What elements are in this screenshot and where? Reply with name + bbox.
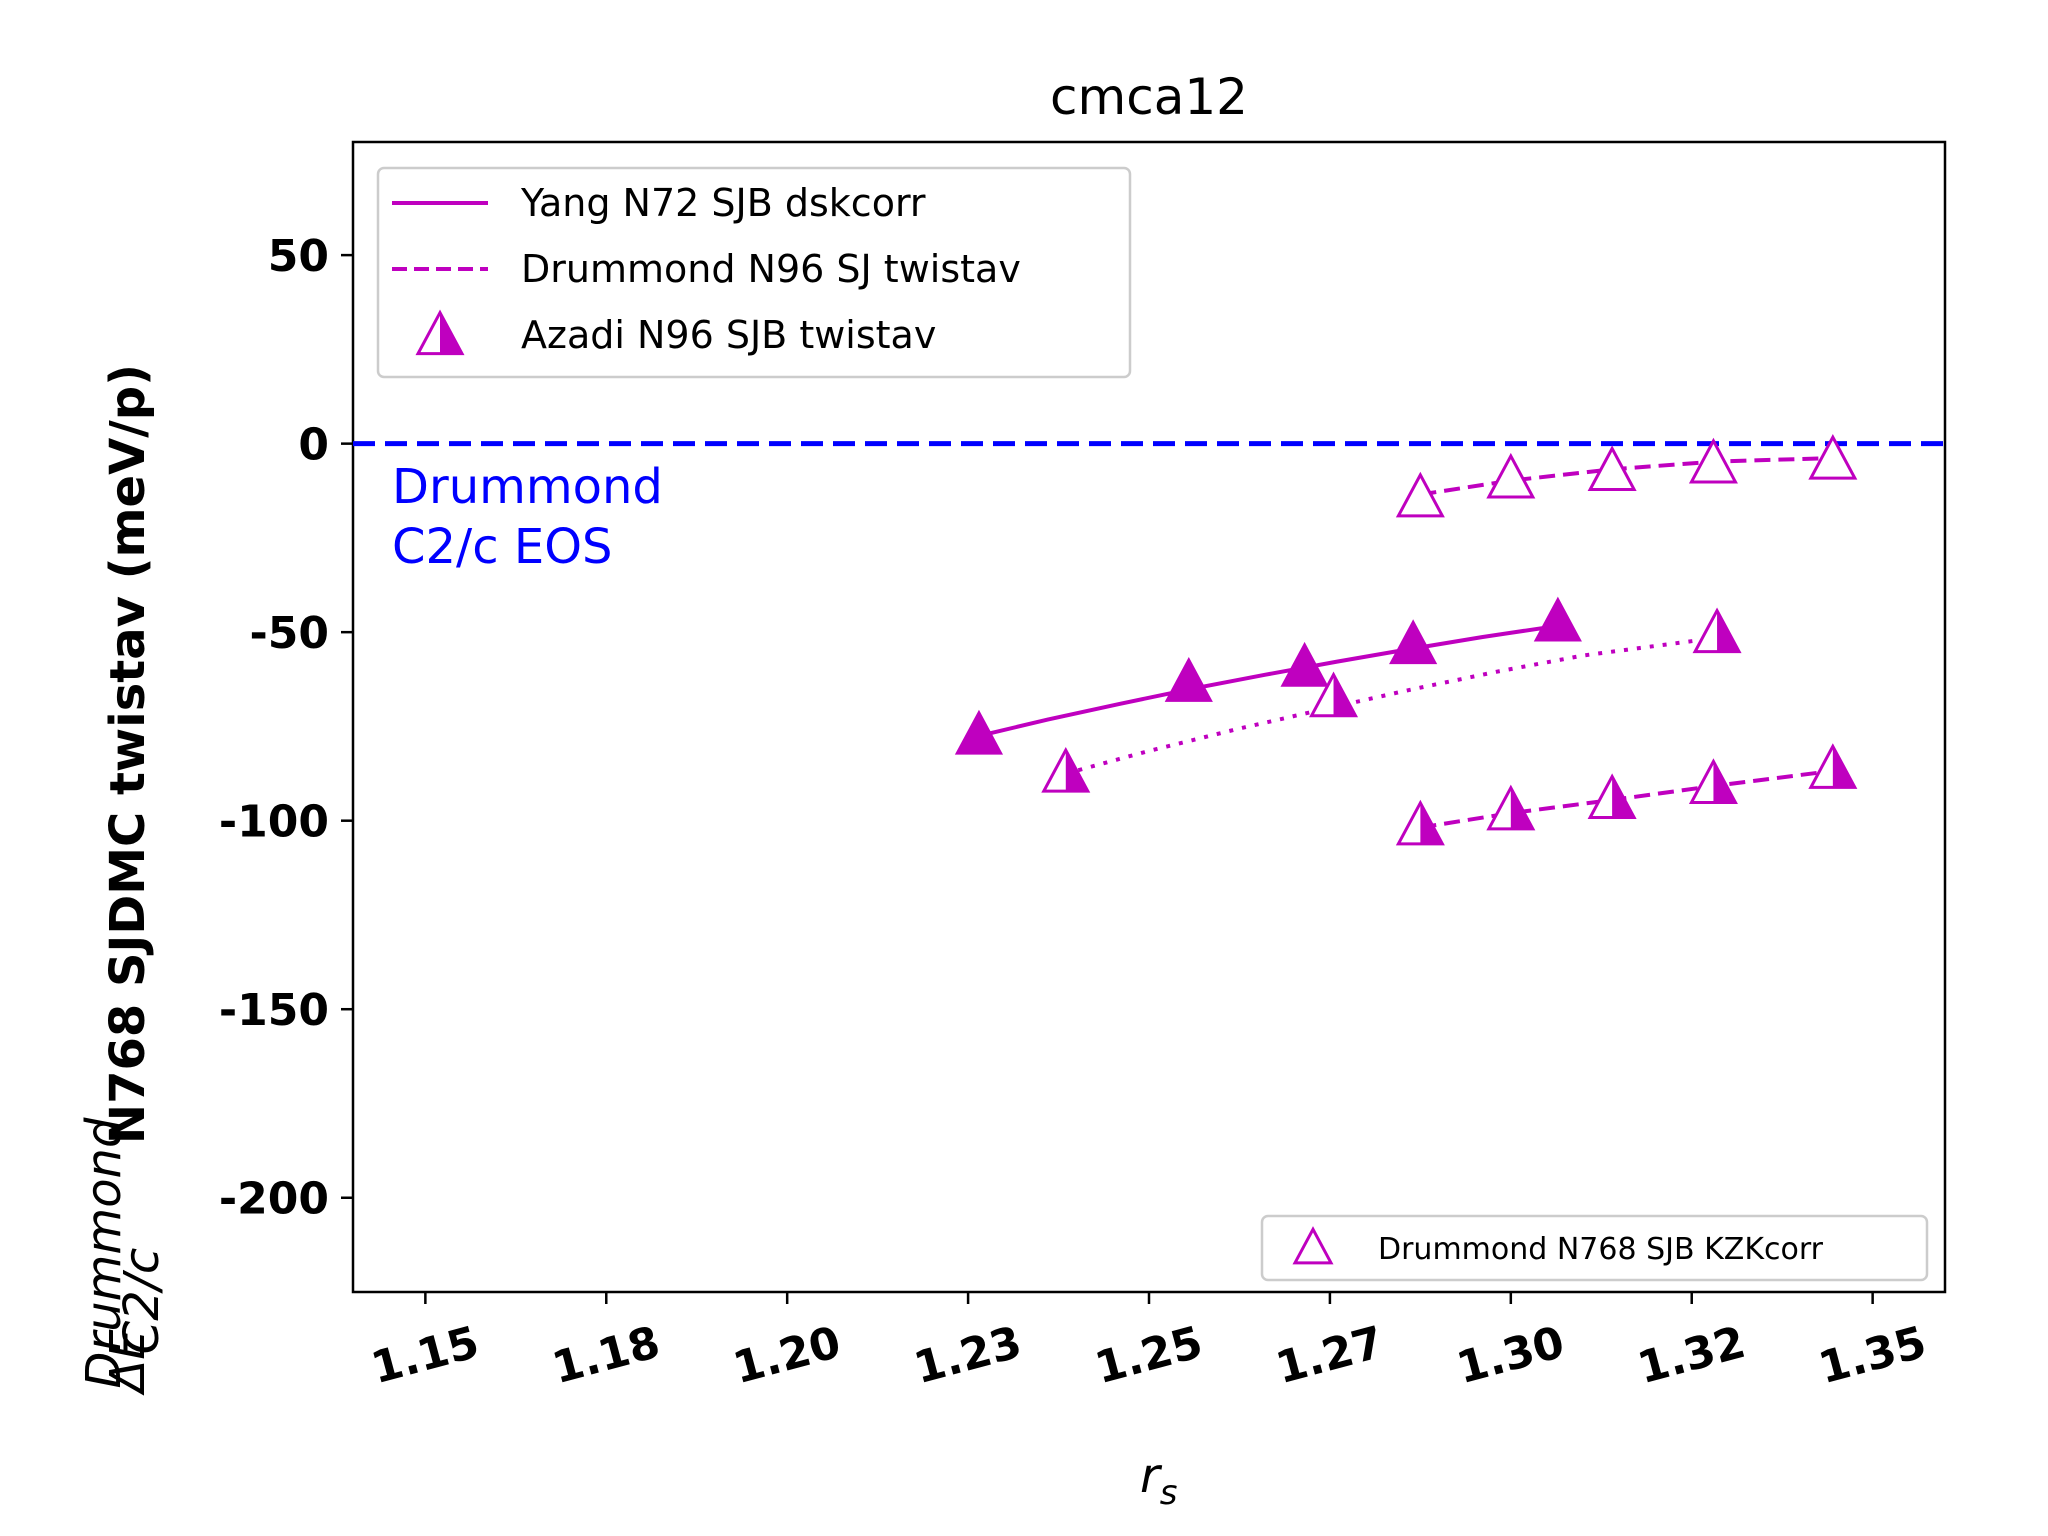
data-point-half-triangle-fill bbox=[440, 312, 462, 354]
legend-label-drummond-n768: Drummond N768 SJB KZKcorr bbox=[1378, 1232, 1824, 1267]
data-point-filled-triangle bbox=[1280, 641, 1329, 687]
legend-secondary: Drummond N768 SJB KZKcorr bbox=[1260, 1214, 1929, 1282]
svg-text:ΔE: ΔE bbox=[100, 1329, 156, 1397]
data-point-filled-triangle bbox=[1164, 657, 1213, 702]
y-label-superscript: Drummond bbox=[76, 1117, 132, 1388]
legend-swatch-open-triangle bbox=[1292, 1226, 1334, 1265]
x-tick-label: 1.32 bbox=[1633, 1317, 1751, 1394]
x-tick-label: 1.35 bbox=[1813, 1317, 1931, 1394]
svg-text:C2/c: C2/c bbox=[114, 1248, 170, 1355]
x-tick-label: 1.30 bbox=[1452, 1317, 1570, 1394]
legend-secondary-frame bbox=[1260, 1214, 1929, 1282]
data-point-half-triangle-fill bbox=[1717, 610, 1740, 652]
y-axis-ticks: 50 0 -50 -100 -150 -200 bbox=[219, 231, 353, 1225]
legend-label-azadi: Azadi N96 SJB twistav bbox=[521, 313, 936, 357]
series-line bbox=[1065, 635, 1718, 776]
data-point-half-triangle-fill bbox=[1832, 746, 1855, 788]
data-point-open-triangle bbox=[1808, 434, 1858, 480]
annotation-line-1: Drummond bbox=[392, 459, 663, 515]
x-tick-label: 1.15 bbox=[366, 1317, 484, 1394]
data-point-filled-triangle bbox=[954, 709, 1004, 755]
data-point-half-triangle-fill bbox=[1713, 761, 1736, 803]
y-label-main: N768 SJDMC twistav (meV/p) bbox=[100, 364, 156, 1144]
legend-swatch-half-triangle bbox=[415, 309, 465, 356]
data-point-half-triangle-fill bbox=[1510, 787, 1533, 829]
series-markers bbox=[954, 434, 1858, 846]
x-tick-label: 1.18 bbox=[547, 1317, 665, 1394]
legend-label-yang: Yang N72 SJB dskcorr bbox=[520, 181, 926, 225]
chart-title: cmca12 bbox=[1050, 68, 1248, 126]
legend-label-drummond-n96: Drummond N96 SJ twistav bbox=[521, 247, 1021, 291]
legend-main: Yang N72 SJB dskcorr Drummond N96 SJ twi… bbox=[376, 166, 1132, 379]
y-tick-label: -50 bbox=[250, 608, 330, 659]
y-label-prefix: ΔE bbox=[100, 1329, 156, 1397]
data-point-half-triangle-fill bbox=[1612, 776, 1635, 818]
legend-main-frame bbox=[376, 166, 1132, 379]
x-axis-label: rs bbox=[1140, 1448, 1177, 1513]
annotation-line-2: C2/c EOS bbox=[392, 519, 612, 575]
data-point-open-triangle bbox=[1587, 445, 1637, 491]
x-tick-label: 1.20 bbox=[728, 1317, 846, 1394]
y-label-subscript: C2/c bbox=[114, 1248, 170, 1355]
y-tick-label: -200 bbox=[219, 1174, 329, 1225]
y-tick-label: -100 bbox=[219, 797, 329, 848]
svg-text:Drummond: Drummond bbox=[76, 1117, 132, 1388]
y-axis-label: ΔE Drummond C2/c N768 SJDMC twistav (meV… bbox=[76, 364, 170, 1397]
data-point-half-triangle-fill bbox=[1420, 802, 1443, 844]
x-tick-label: 1.23 bbox=[909, 1317, 1027, 1394]
data-point-half-triangle-fill bbox=[1333, 674, 1356, 716]
data-point-filled-triangle bbox=[1389, 619, 1438, 665]
data-point-open-triangle bbox=[1486, 452, 1536, 499]
x-tick-label: 1.25 bbox=[1090, 1317, 1208, 1394]
data-point-filled-triangle bbox=[1533, 596, 1582, 642]
data-point-half-triangle-fill bbox=[1065, 750, 1088, 792]
x-tick-label: 1.27 bbox=[1271, 1317, 1389, 1394]
data-point-open-triangle bbox=[1292, 1226, 1334, 1265]
y-tick-label: -150 bbox=[219, 985, 329, 1036]
data-point-open-triangle bbox=[1395, 471, 1445, 518]
series-line bbox=[978, 623, 1559, 738]
data-point-open-triangle bbox=[1688, 437, 1738, 484]
y-tick-label: 50 bbox=[268, 231, 329, 282]
x-axis-ticks: 1.15 1.18 1.20 1.23 1.25 1.27 1.30 1.32 1.35 bbox=[366, 1292, 1932, 1394]
y-tick-label: 0 bbox=[298, 420, 329, 471]
